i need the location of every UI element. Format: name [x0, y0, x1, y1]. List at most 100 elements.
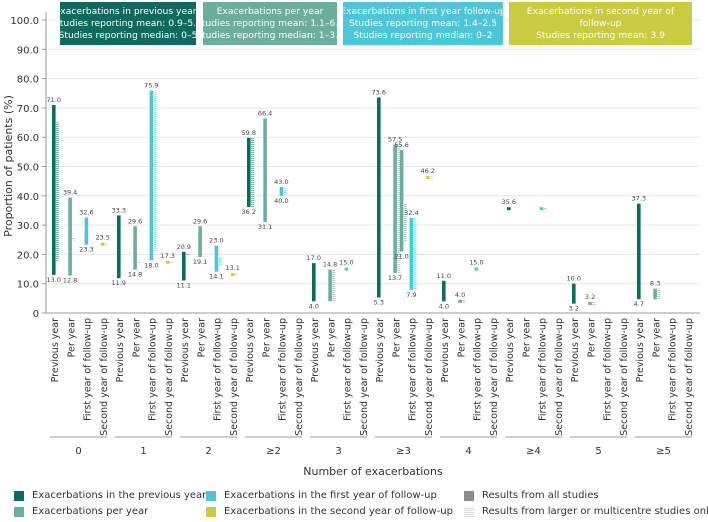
data-label: 5.3 — [374, 298, 384, 306]
y-axis: 0 10.0 20.0 30.0 40.0 50.0 60.0 70.0 80.0 90.0 100… — [10, 12, 700, 320]
legend-swatch — [464, 506, 474, 517]
header-line: Exacerbations in previous year# — [54, 6, 201, 17]
legend-swatch — [14, 506, 24, 517]
legend-item-previous-year: Exacerbations in the previous year — [14, 490, 206, 501]
range-bar-large-studies — [592, 302, 596, 306]
x-tick-label: First year of follow-up — [603, 318, 614, 421]
y-tick-label: 80.0 — [17, 75, 39, 86]
y-axis-title: Proportion of patients (%) — [2, 95, 15, 237]
legend-label: Exacerbations in the first year of follo… — [224, 490, 437, 501]
range-bar — [539, 207, 544, 211]
data-label: 29.6 — [128, 217, 142, 225]
x-tick-label: Second year of follow-up — [684, 318, 695, 436]
x-tick-label: Second year of follow-up — [294, 318, 305, 436]
x-tick-label: First year of follow-up — [83, 318, 94, 421]
range-bar — [458, 299, 462, 303]
data-label: 36.2 — [242, 208, 256, 216]
y-tick-label: 30.0 — [17, 221, 39, 232]
group-label: 5 — [595, 446, 601, 457]
data-label: 17.3 — [160, 252, 174, 260]
legend-label: Exacerbations per year — [32, 506, 149, 517]
x-tick-label: Per year — [651, 318, 662, 357]
range-bar — [328, 269, 332, 302]
range-bar-large-studies — [56, 122, 60, 261]
x-tick-label: Second year of follow-up — [164, 318, 175, 436]
y-tick-label: 10.0 — [17, 280, 39, 291]
y-tick-label: 90.0 — [17, 45, 39, 56]
group-label: 1 — [140, 446, 146, 457]
data-label: 15.0 — [339, 259, 353, 267]
data-label: 43.0 — [274, 178, 288, 186]
group-label: ≥4 — [526, 446, 541, 457]
range-bar — [312, 263, 316, 302]
data-label: 8.3 — [650, 280, 660, 288]
x-tick-label: First year of follow-up — [538, 318, 549, 421]
header-line: Exacerbations in first year follow-up — [340, 6, 506, 17]
data-label: 23.0 — [209, 237, 223, 245]
range-bar-large-studies — [430, 176, 433, 180]
range-bar — [409, 218, 414, 290]
range-bar — [377, 97, 381, 298]
x-tick-label: Previous year — [635, 318, 646, 382]
data-label: 46.2 — [420, 167, 434, 175]
range-bar — [230, 273, 235, 277]
range-bar-large-studies — [251, 137, 255, 207]
range-bar — [442, 280, 446, 302]
data-label: 11.1 — [177, 281, 191, 289]
header-line: follow-up — [579, 18, 621, 29]
header-box — [203, 2, 337, 45]
data-label: 15.0 — [469, 259, 483, 267]
range-bar — [474, 267, 479, 271]
header-box — [343, 2, 503, 45]
x-axis: Previous year Per year First year of follo… — [50, 318, 695, 457]
group-label: ≥3 — [396, 446, 411, 457]
x-tick-label: Per year — [66, 318, 77, 357]
range-bar — [165, 260, 170, 264]
legend-swatch — [14, 490, 24, 501]
x-tick-label: First year of follow-up — [408, 318, 419, 421]
data-label: 57.5 — [388, 136, 402, 144]
x-tick-label: Previous year — [375, 318, 386, 382]
x-tick-label: First year of follow-up — [148, 318, 159, 421]
legend-item-larger-studies: Results from larger or multicentre studi… — [464, 506, 708, 517]
header-line: Exacerbations in second year of — [527, 6, 675, 17]
range-bar — [182, 251, 186, 281]
data-label: 14.8 — [323, 261, 337, 269]
data-label: 7.9 — [406, 291, 416, 299]
header-line: Studies reporting mean: 1.1–6.9 — [196, 18, 344, 29]
data-label: 71.0 — [47, 96, 61, 104]
x-tick-label: Previous year — [505, 318, 516, 382]
data-label: 32.6 — [79, 208, 93, 216]
legend-label: Results from larger or multicentre studi… — [482, 506, 708, 517]
data-label: 13.0 — [47, 276, 61, 284]
header-superscript: # — [197, 6, 202, 13]
legend-swatch — [464, 490, 474, 501]
data-label: 32.4 — [404, 209, 418, 217]
data-label: 10.0 — [567, 275, 581, 283]
range-bar — [68, 197, 72, 276]
range-bar-large-studies — [235, 273, 238, 277]
x-tick-label: Second year of follow-up — [99, 318, 110, 436]
data-label: 11.9 — [112, 279, 126, 287]
data-label: 33.3 — [112, 206, 126, 214]
group-label: 4 — [465, 446, 471, 457]
data-label: 4.0 — [309, 302, 319, 310]
range-bar — [653, 288, 657, 300]
grid-lines — [46, 19, 700, 285]
exacerbations-chart: Exacerbations in previous year#Studies r… — [2, 2, 700, 478]
data-label: 40.0 — [274, 197, 288, 205]
x-tick-label: Second year of follow-up — [229, 318, 240, 436]
group-label: 0 — [75, 446, 81, 457]
group-label: ≥2 — [266, 446, 281, 457]
range-bar — [263, 118, 267, 222]
x-tick-label: Per year — [586, 318, 597, 357]
header-box — [509, 2, 692, 45]
data-label: 18.0 — [144, 261, 158, 269]
legend-swatch — [206, 490, 216, 501]
group-label: 2 — [205, 446, 211, 457]
x-tick-label: Second year of follow-up — [619, 318, 630, 436]
range-bar — [507, 207, 511, 211]
range-bar — [100, 242, 105, 246]
data-label: 31.1 — [258, 223, 272, 231]
range-bar-large-studies — [657, 288, 661, 300]
